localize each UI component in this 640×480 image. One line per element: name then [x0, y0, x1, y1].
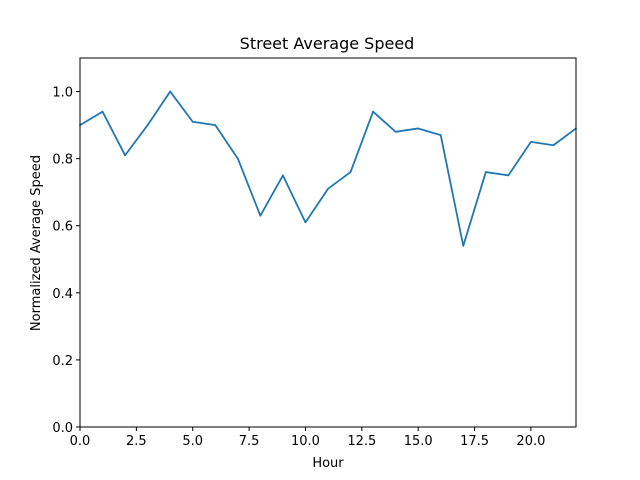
x-tick-label: 5.0 — [182, 434, 203, 449]
data-point — [394, 130, 397, 133]
x-tick-label: 17.5 — [460, 434, 489, 449]
data-point — [439, 134, 442, 137]
y-tick-label: 0.2 — [52, 354, 73, 369]
x-tick-label: 12.5 — [347, 434, 376, 449]
data-point — [191, 120, 194, 123]
chart-title: Street Average Speed — [240, 34, 415, 53]
data-point — [282, 174, 284, 177]
plot-frame — [79, 57, 577, 428]
data-point — [484, 171, 487, 173]
data-point — [304, 221, 307, 224]
x-tick-label: 0.0 — [70, 434, 91, 449]
data-point — [146, 124, 149, 126]
series-line — [79, 90, 577, 247]
data-point — [530, 140, 532, 143]
x-tick-label: 7.5 — [239, 434, 260, 449]
x-tick-label: 10.0 — [291, 434, 320, 449]
data-point — [101, 110, 104, 113]
y-axis-label: Normalized Average Speed — [29, 155, 44, 331]
y-tick-label: 0.4 — [52, 287, 73, 302]
data-point — [169, 90, 172, 93]
data-point — [372, 110, 374, 113]
data-point — [214, 124, 217, 126]
x-tick-label: 20.0 — [516, 434, 545, 449]
data-point — [236, 157, 239, 160]
data-point — [124, 154, 126, 157]
x-tick-label: 15.0 — [404, 434, 433, 449]
y-tick-label: 0.6 — [52, 220, 73, 235]
x-tick-label: 2.5 — [126, 434, 147, 449]
data-point — [259, 214, 262, 217]
data-layer — [79, 90, 577, 247]
data-point — [552, 144, 555, 147]
y-tick-label: 0.8 — [52, 153, 73, 168]
y-tick-label: 0.0 — [52, 421, 73, 436]
data-point — [462, 244, 465, 247]
data-point — [349, 171, 352, 173]
data-point — [507, 174, 510, 177]
y-tick-label: 1.0 — [52, 86, 73, 101]
x-axis-label: Hour — [312, 456, 344, 471]
data-point — [327, 187, 329, 190]
axes: 0.0 2.5 5.0 7.5 10.0 12.5 15.0 17.5 20.0 0.0 0.2 0.… — [52, 86, 545, 449]
data-point — [417, 127, 420, 130]
